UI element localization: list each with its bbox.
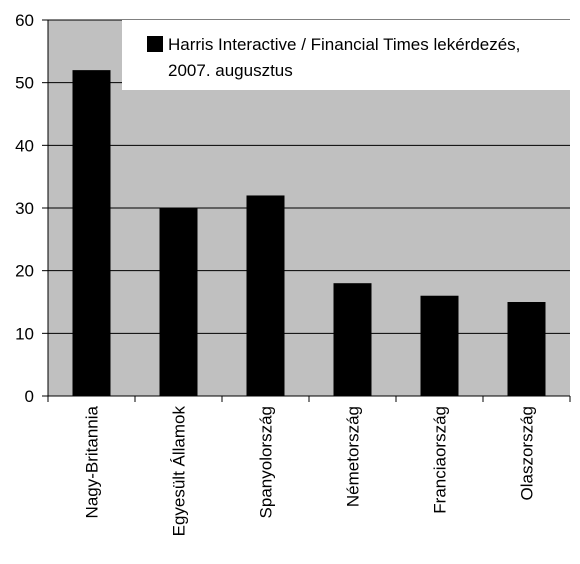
y-tick-label-10: 10	[15, 324, 34, 343]
legend-box	[122, 20, 570, 90]
y-tick-label-40: 40	[15, 136, 34, 155]
y-tick-label-0: 0	[25, 387, 34, 406]
x-category-label-0: Nagy-Britannia	[83, 405, 102, 518]
x-category-label-1: Egyesült Államok	[170, 406, 189, 537]
x-axis-ticks: Nagy-Britannia Egyesült Államok Spanyolors…	[47, 396, 571, 537]
legend: Harris Interactive / Financial Times lek…	[122, 20, 570, 90]
x-category-label-4: Franciaország	[431, 406, 450, 514]
bar-1	[159, 208, 198, 396]
bar-3	[333, 283, 372, 396]
bars	[72, 70, 546, 396]
y-axis-ticks: 0 10 20 30 40 50 60	[15, 11, 48, 406]
bar-0	[72, 70, 111, 396]
bar-5	[507, 302, 546, 396]
y-tick-label-30: 30	[15, 199, 34, 218]
legend-label-line-0: Harris Interactive / Financial Times lek…	[168, 35, 520, 54]
axes	[42, 20, 570, 402]
y-tick-label-20: 20	[15, 262, 34, 281]
legend-label-line-1: 2007. augusztus	[168, 61, 293, 80]
x-category-label-3: Németország	[344, 406, 363, 507]
y-tick-label-60: 60	[15, 11, 34, 30]
bar-4	[420, 295, 459, 396]
x-category-label-5: Olaszország	[518, 406, 537, 500]
x-category-label-2: Spanyolország	[257, 406, 276, 518]
legend-swatch	[147, 36, 163, 52]
y-tick-label-50: 50	[15, 74, 34, 93]
bar-2	[246, 195, 285, 396]
